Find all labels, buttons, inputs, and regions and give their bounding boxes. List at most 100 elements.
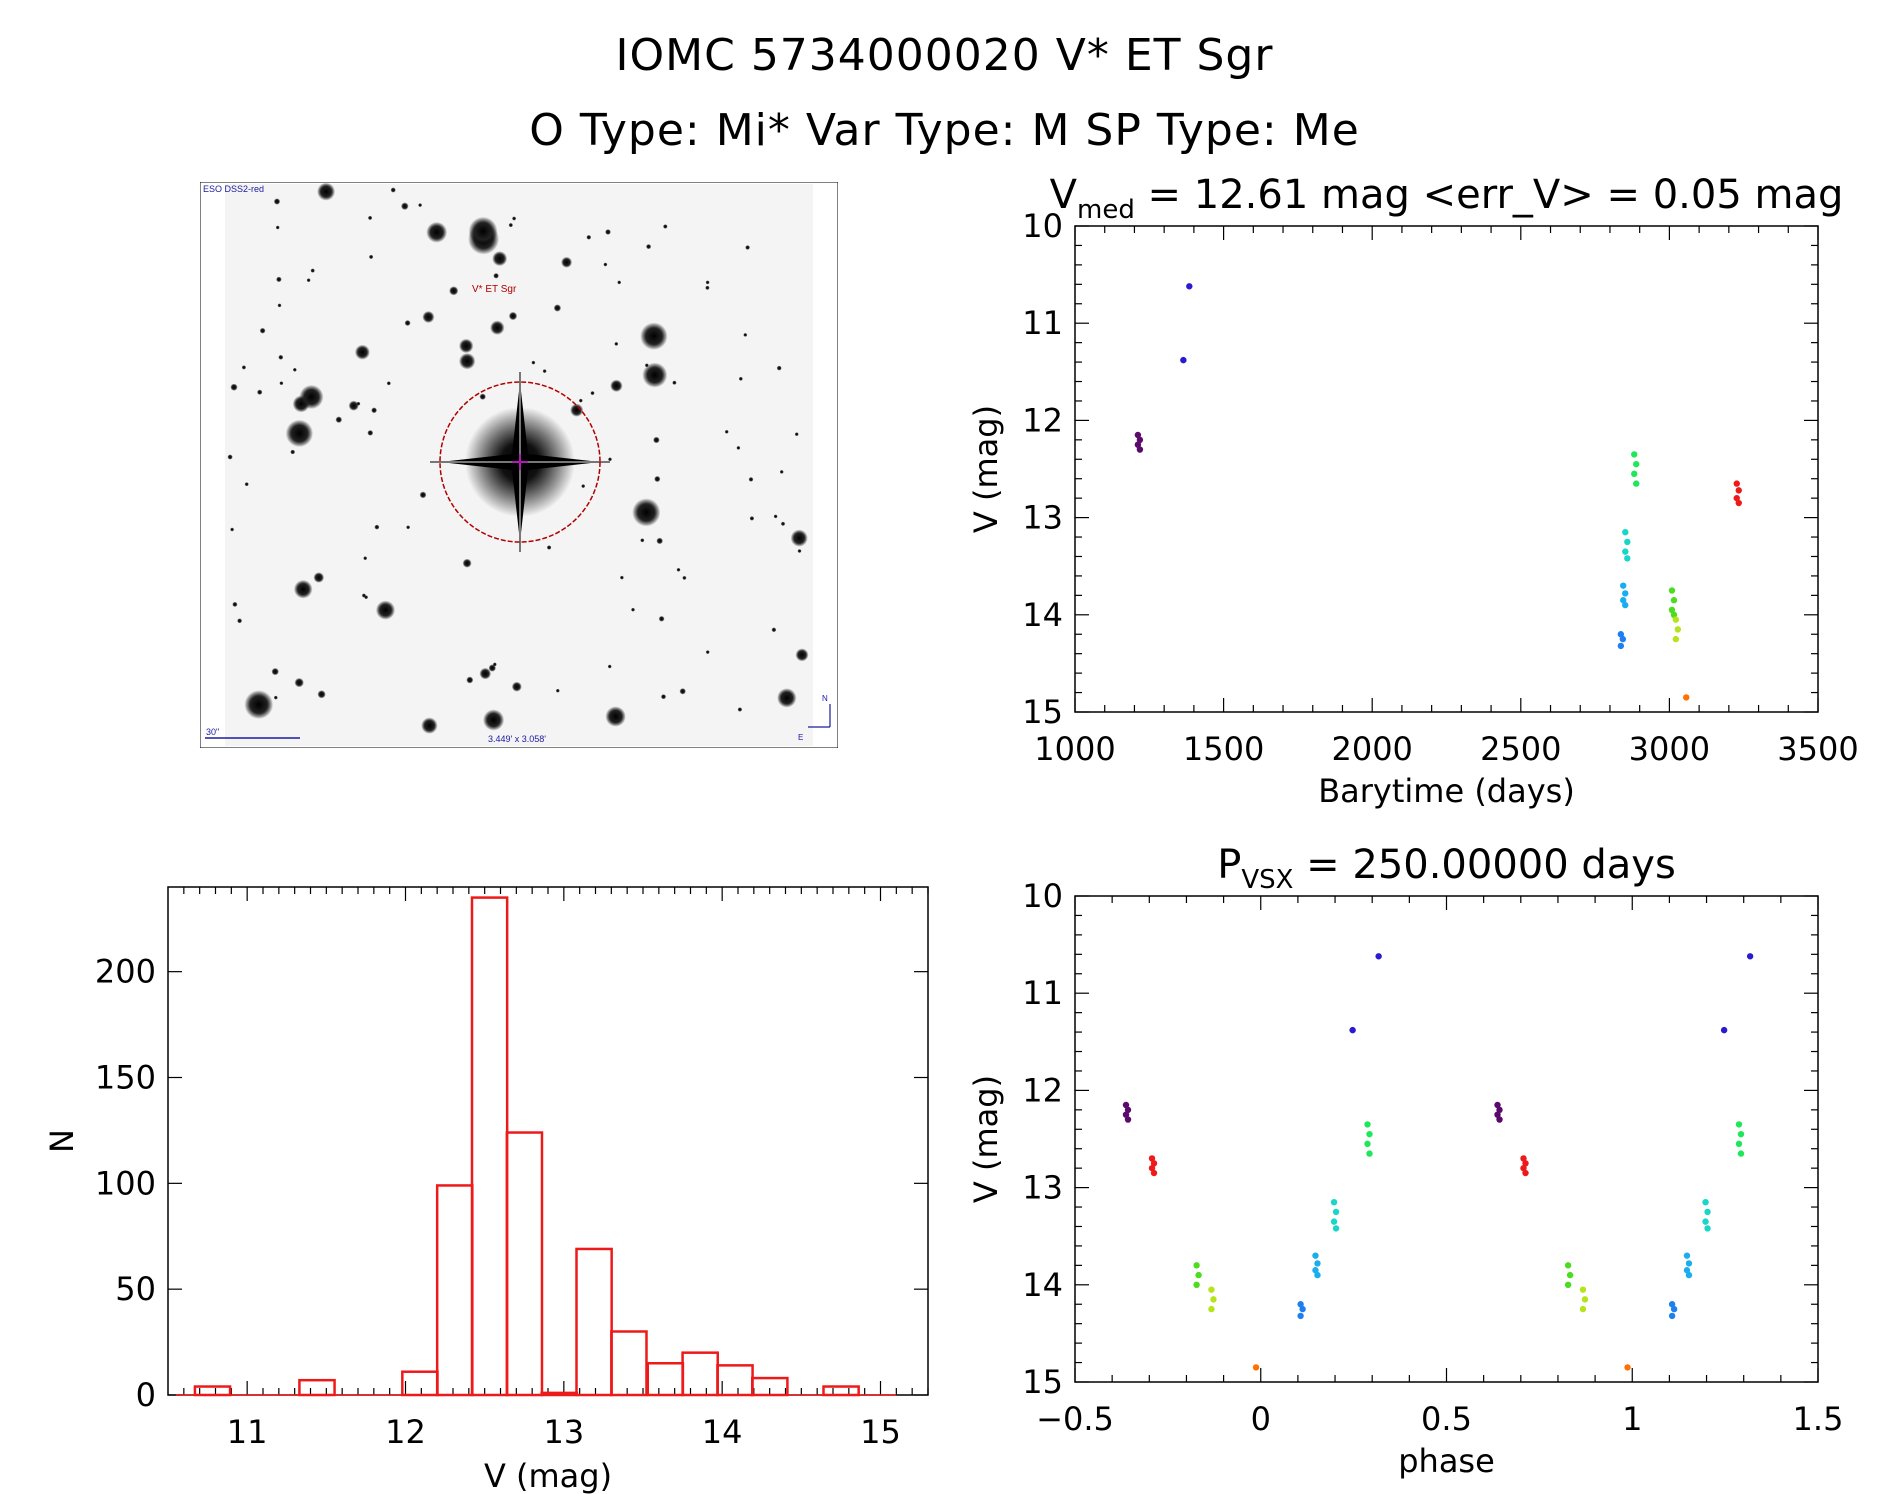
- data-point: [1633, 480, 1640, 487]
- field-star: [244, 482, 249, 487]
- data-point: [1364, 1140, 1371, 1148]
- field-star: [607, 664, 612, 669]
- field-star: [275, 225, 280, 230]
- data-point: [1314, 1271, 1321, 1279]
- field-star: [462, 558, 472, 568]
- histogram-bar: [401, 1370, 439, 1397]
- field-star: [363, 556, 368, 561]
- field-star: [418, 203, 423, 208]
- data-point: [1672, 616, 1680, 623]
- data-point: [1620, 582, 1627, 589]
- field-star: [508, 311, 518, 321]
- field-star: [279, 381, 284, 386]
- field-star: [367, 215, 373, 221]
- field-star: [654, 475, 661, 483]
- field-star: [642, 362, 668, 388]
- x-tick-label: 0: [1251, 1400, 1271, 1438]
- field-star: [492, 662, 497, 667]
- field-star: [479, 393, 486, 400]
- field-star: [421, 717, 438, 734]
- field-star: [354, 344, 370, 360]
- field-star: [705, 285, 710, 290]
- title-rest: = 250.00000 days: [1293, 842, 1675, 888]
- field-star: [737, 707, 743, 712]
- field-star: [292, 367, 297, 372]
- field-star: [705, 650, 710, 655]
- data-point: [1496, 1116, 1503, 1123]
- histogram-bar: [646, 1362, 685, 1397]
- data-point: [1566, 1271, 1574, 1279]
- data-point: [1685, 1260, 1693, 1267]
- chart-title: Vmed = 12.61 mag <err_V> = 0.05 mag: [1050, 172, 1844, 225]
- field-star: [511, 681, 522, 692]
- data-point: [1720, 1026, 1728, 1034]
- data-point: [1581, 1296, 1589, 1303]
- field-star: [682, 575, 687, 580]
- histogram-frame: [167, 886, 929, 1396]
- x-tick-label: 13: [543, 1413, 584, 1451]
- field-star: [348, 400, 359, 411]
- field-star: [656, 537, 663, 545]
- x-tick-label: 11: [227, 1413, 268, 1451]
- y-tick-label: 14: [1022, 596, 1063, 634]
- field-star: [259, 327, 266, 334]
- x-axis-label: V (mag): [484, 1457, 612, 1494]
- chart-title: PVSX = 250.00000 days: [1217, 842, 1676, 895]
- data-point: [1210, 1296, 1217, 1303]
- data-point: [1314, 1260, 1321, 1267]
- field-star: [273, 695, 278, 700]
- data-point: [1624, 1364, 1631, 1371]
- target-star: [430, 372, 610, 552]
- field-star: [278, 354, 284, 360]
- field-star: [294, 677, 304, 688]
- field-star: [237, 618, 243, 624]
- data-point: [1180, 356, 1187, 364]
- field-star: [555, 688, 560, 693]
- survey-label: ESO DSS2-red: [203, 184, 264, 194]
- field-star: [493, 273, 499, 279]
- data-point: [1252, 1364, 1260, 1371]
- data-point: [1670, 597, 1678, 604]
- data-point: [1668, 1312, 1676, 1320]
- data-point: [1683, 1252, 1691, 1259]
- data-point: [1622, 548, 1629, 555]
- field-star: [483, 709, 505, 731]
- field-star: [368, 254, 374, 260]
- y-tick-label: 200: [95, 953, 156, 991]
- histogram-bar: [298, 1378, 336, 1397]
- field-star: [317, 690, 326, 699]
- field-star: [773, 514, 778, 519]
- fov-label: 3.449' x 3.058': [488, 734, 546, 744]
- field-star: [632, 498, 661, 527]
- histogram-bar: [540, 1391, 579, 1397]
- field-star: [310, 268, 315, 273]
- data-point: [1683, 1267, 1691, 1274]
- y-tick-label: 15: [1022, 1363, 1063, 1401]
- field-star: [374, 524, 380, 530]
- field-star: [241, 365, 247, 370]
- data-point: [1617, 642, 1625, 650]
- data-point: [1633, 460, 1640, 468]
- field-star: [375, 600, 396, 620]
- field-star: [780, 521, 786, 526]
- data-point: [1134, 431, 1142, 439]
- field-star: [561, 256, 573, 268]
- field-star: [313, 572, 325, 583]
- phase-frame: [1074, 895, 1819, 1383]
- data-point: [1631, 451, 1638, 458]
- field-star: [619, 575, 624, 580]
- y-tick-label: 11: [1022, 974, 1063, 1012]
- field-star: [285, 419, 314, 448]
- field-star: [459, 338, 474, 354]
- histogram-bar: [505, 1131, 544, 1397]
- field-star: [257, 389, 263, 395]
- data-point: [1704, 1208, 1711, 1216]
- data-point: [1366, 1130, 1373, 1138]
- field-star: [466, 676, 474, 684]
- field-star: [230, 383, 238, 391]
- data-point: [1349, 1026, 1356, 1034]
- data-point: [1622, 590, 1629, 597]
- sky-stars: [227, 182, 809, 734]
- field-star: [401, 202, 409, 210]
- field-star: [542, 369, 547, 374]
